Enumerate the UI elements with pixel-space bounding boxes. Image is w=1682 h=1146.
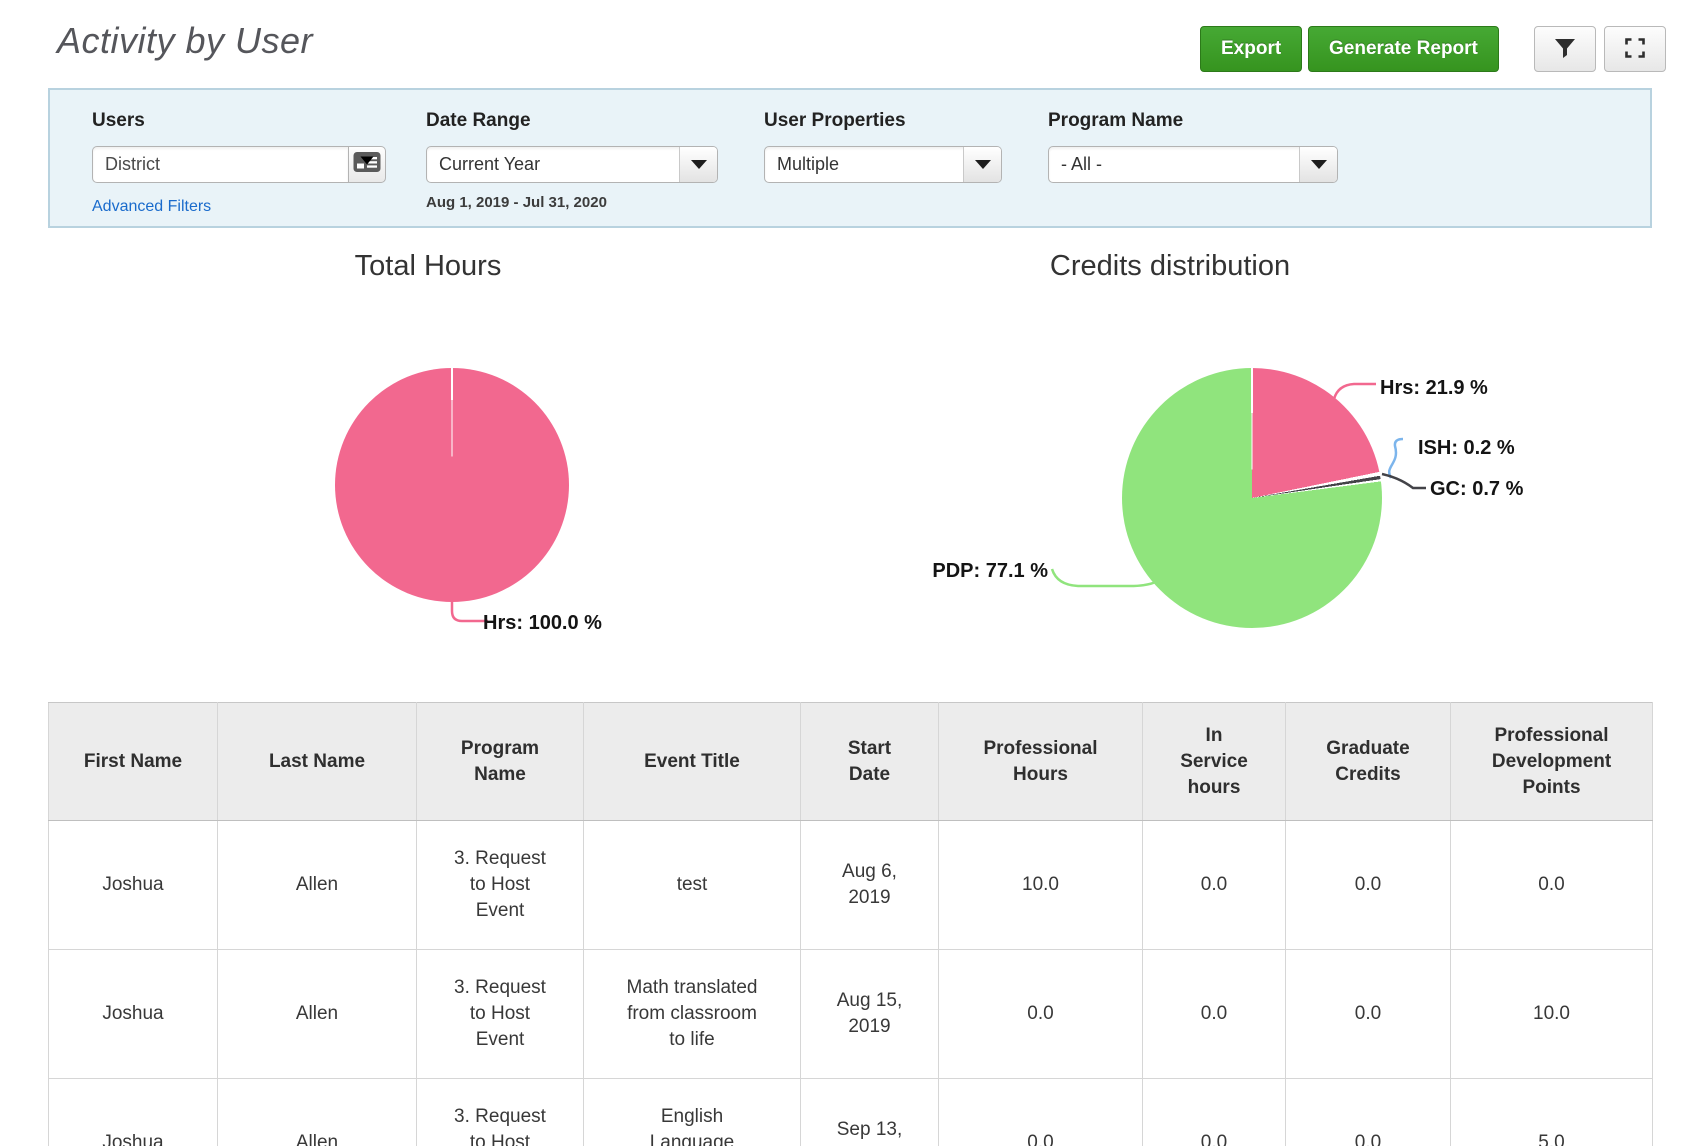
table-cell: Allen (217, 949, 417, 1079)
table-cell: 3. Request to Host Event (416, 949, 584, 1079)
program-name-select[interactable]: - All - (1048, 146, 1338, 183)
column-header: Graduate Credits (1285, 702, 1451, 821)
leader-line-hrs (1332, 382, 1376, 400)
user-properties-select[interactable]: Multiple (764, 146, 1002, 183)
leader-line-gc (1381, 472, 1426, 490)
table-cell: 0.0 (1285, 949, 1451, 1079)
chart-title-credits-distribution: Credits distribution (1049, 250, 1291, 282)
table-cell: Aug 15, 2019 (800, 949, 939, 1079)
user-properties-label: User Properties (764, 110, 906, 131)
date-range-label: Date Range (426, 110, 531, 131)
pie-label-hrs-100: Hrs: 100.0 % (483, 612, 602, 634)
leader-line-ish (1388, 437, 1404, 479)
date-range-select[interactable]: Current Year (426, 146, 718, 183)
date-range-subtext: Aug 1, 2019 - Jul 31, 2020 (426, 194, 607, 211)
program-name-label: Program Name (1048, 110, 1184, 131)
table-cell: Joshua (48, 949, 218, 1079)
table-cell: English Language Learners (583, 1078, 801, 1146)
leader-line-pdp (1050, 568, 1159, 588)
column-header: In Service hours (1142, 702, 1286, 821)
table-cell: 0.0 (938, 949, 1143, 1079)
column-header: Event Title (583, 702, 801, 821)
table-cell: 0.0 (938, 1078, 1143, 1146)
column-header: Start Date (800, 702, 939, 821)
table-cell: 5.0 (1450, 1078, 1653, 1146)
column-header: Professional Development Points (1450, 702, 1653, 821)
table-row: Joshua Allen 3. Request to Host Event test A… (48, 820, 1653, 950)
table-cell: 0.0 (1142, 820, 1286, 950)
users-label: Users (92, 110, 145, 131)
users-input[interactable] (92, 146, 348, 183)
contact-card-picker-icon (353, 151, 381, 178)
column-header: First Name (48, 702, 218, 821)
table-cell: Joshua (48, 1078, 218, 1146)
chart-title-total-hours: Total Hours (354, 250, 502, 282)
fullscreen-icon (1623, 36, 1647, 63)
activity-table: First Name Last Name Program Name Event Tit… (48, 702, 1653, 1146)
chevron-down-icon (679, 147, 717, 182)
pie-credits-distribution (1122, 368, 1382, 628)
table-cell: 0.0 (1142, 949, 1286, 1079)
chevron-down-icon (1299, 147, 1337, 182)
user-properties-value: Multiple (777, 154, 840, 174)
pie-label-pdp: PDP: 77.1 % (932, 560, 1048, 582)
chevron-down-icon (963, 147, 1001, 182)
table-cell: 0.0 (1142, 1078, 1286, 1146)
column-header: Program Name (416, 702, 584, 821)
table-cell: 0.0 (1285, 1078, 1451, 1146)
table-header: First Name Last Name Program Name Event Tit… (48, 702, 1653, 821)
table-cell: Sep 13, 2019 (800, 1078, 939, 1146)
column-header: Last Name (217, 702, 417, 821)
advanced-filters-link[interactable]: Advanced Filters (92, 198, 212, 215)
table-cell: 0.0 (1450, 820, 1653, 950)
table-cell: Math translated from classroom to life (583, 949, 801, 1079)
export-button[interactable]: Export (1200, 26, 1303, 72)
table-cell: Allen (217, 820, 417, 950)
column-header: Professional Hours (938, 702, 1143, 821)
pie-total-hours (335, 368, 569, 602)
program-name-value: - All - (1061, 154, 1103, 174)
page-title: Activity by User (57, 20, 314, 61)
filter-button[interactable] (1534, 26, 1596, 72)
pie-label-gc: GC: 0.7 % (1430, 478, 1524, 500)
table-cell: 3. Request to Host Event (416, 1078, 584, 1146)
pie-label-hrs: Hrs: 21.9 % (1380, 377, 1488, 399)
table-cell: Allen (217, 1078, 417, 1146)
generate-report-button[interactable]: Generate Report (1308, 26, 1499, 72)
table-cell: 10.0 (1450, 949, 1653, 1079)
date-range-value: Current Year (439, 154, 541, 174)
pie-label-ish: ISH: 0.2 % (1418, 437, 1515, 459)
funnel-icon (1553, 36, 1577, 63)
table-cell: Aug 6, 2019 (800, 820, 939, 950)
table-row: Joshua Allen 3. Request to Host Event Math … (48, 949, 1653, 1079)
users-picker-button[interactable] (348, 146, 386, 183)
table-cell: 0.0 (1285, 820, 1451, 950)
filter-panel: Users Advanced Filters Date Range Curren… (48, 88, 1652, 228)
table-cell: 3. Request to Host Event (416, 820, 584, 950)
table-cell: 10.0 (938, 820, 1143, 950)
leader-line-hrs-100 (450, 597, 488, 623)
table-cell: test (583, 820, 801, 950)
fullscreen-icon-button[interactable] (1604, 26, 1666, 72)
table-cell: Joshua (48, 820, 218, 950)
